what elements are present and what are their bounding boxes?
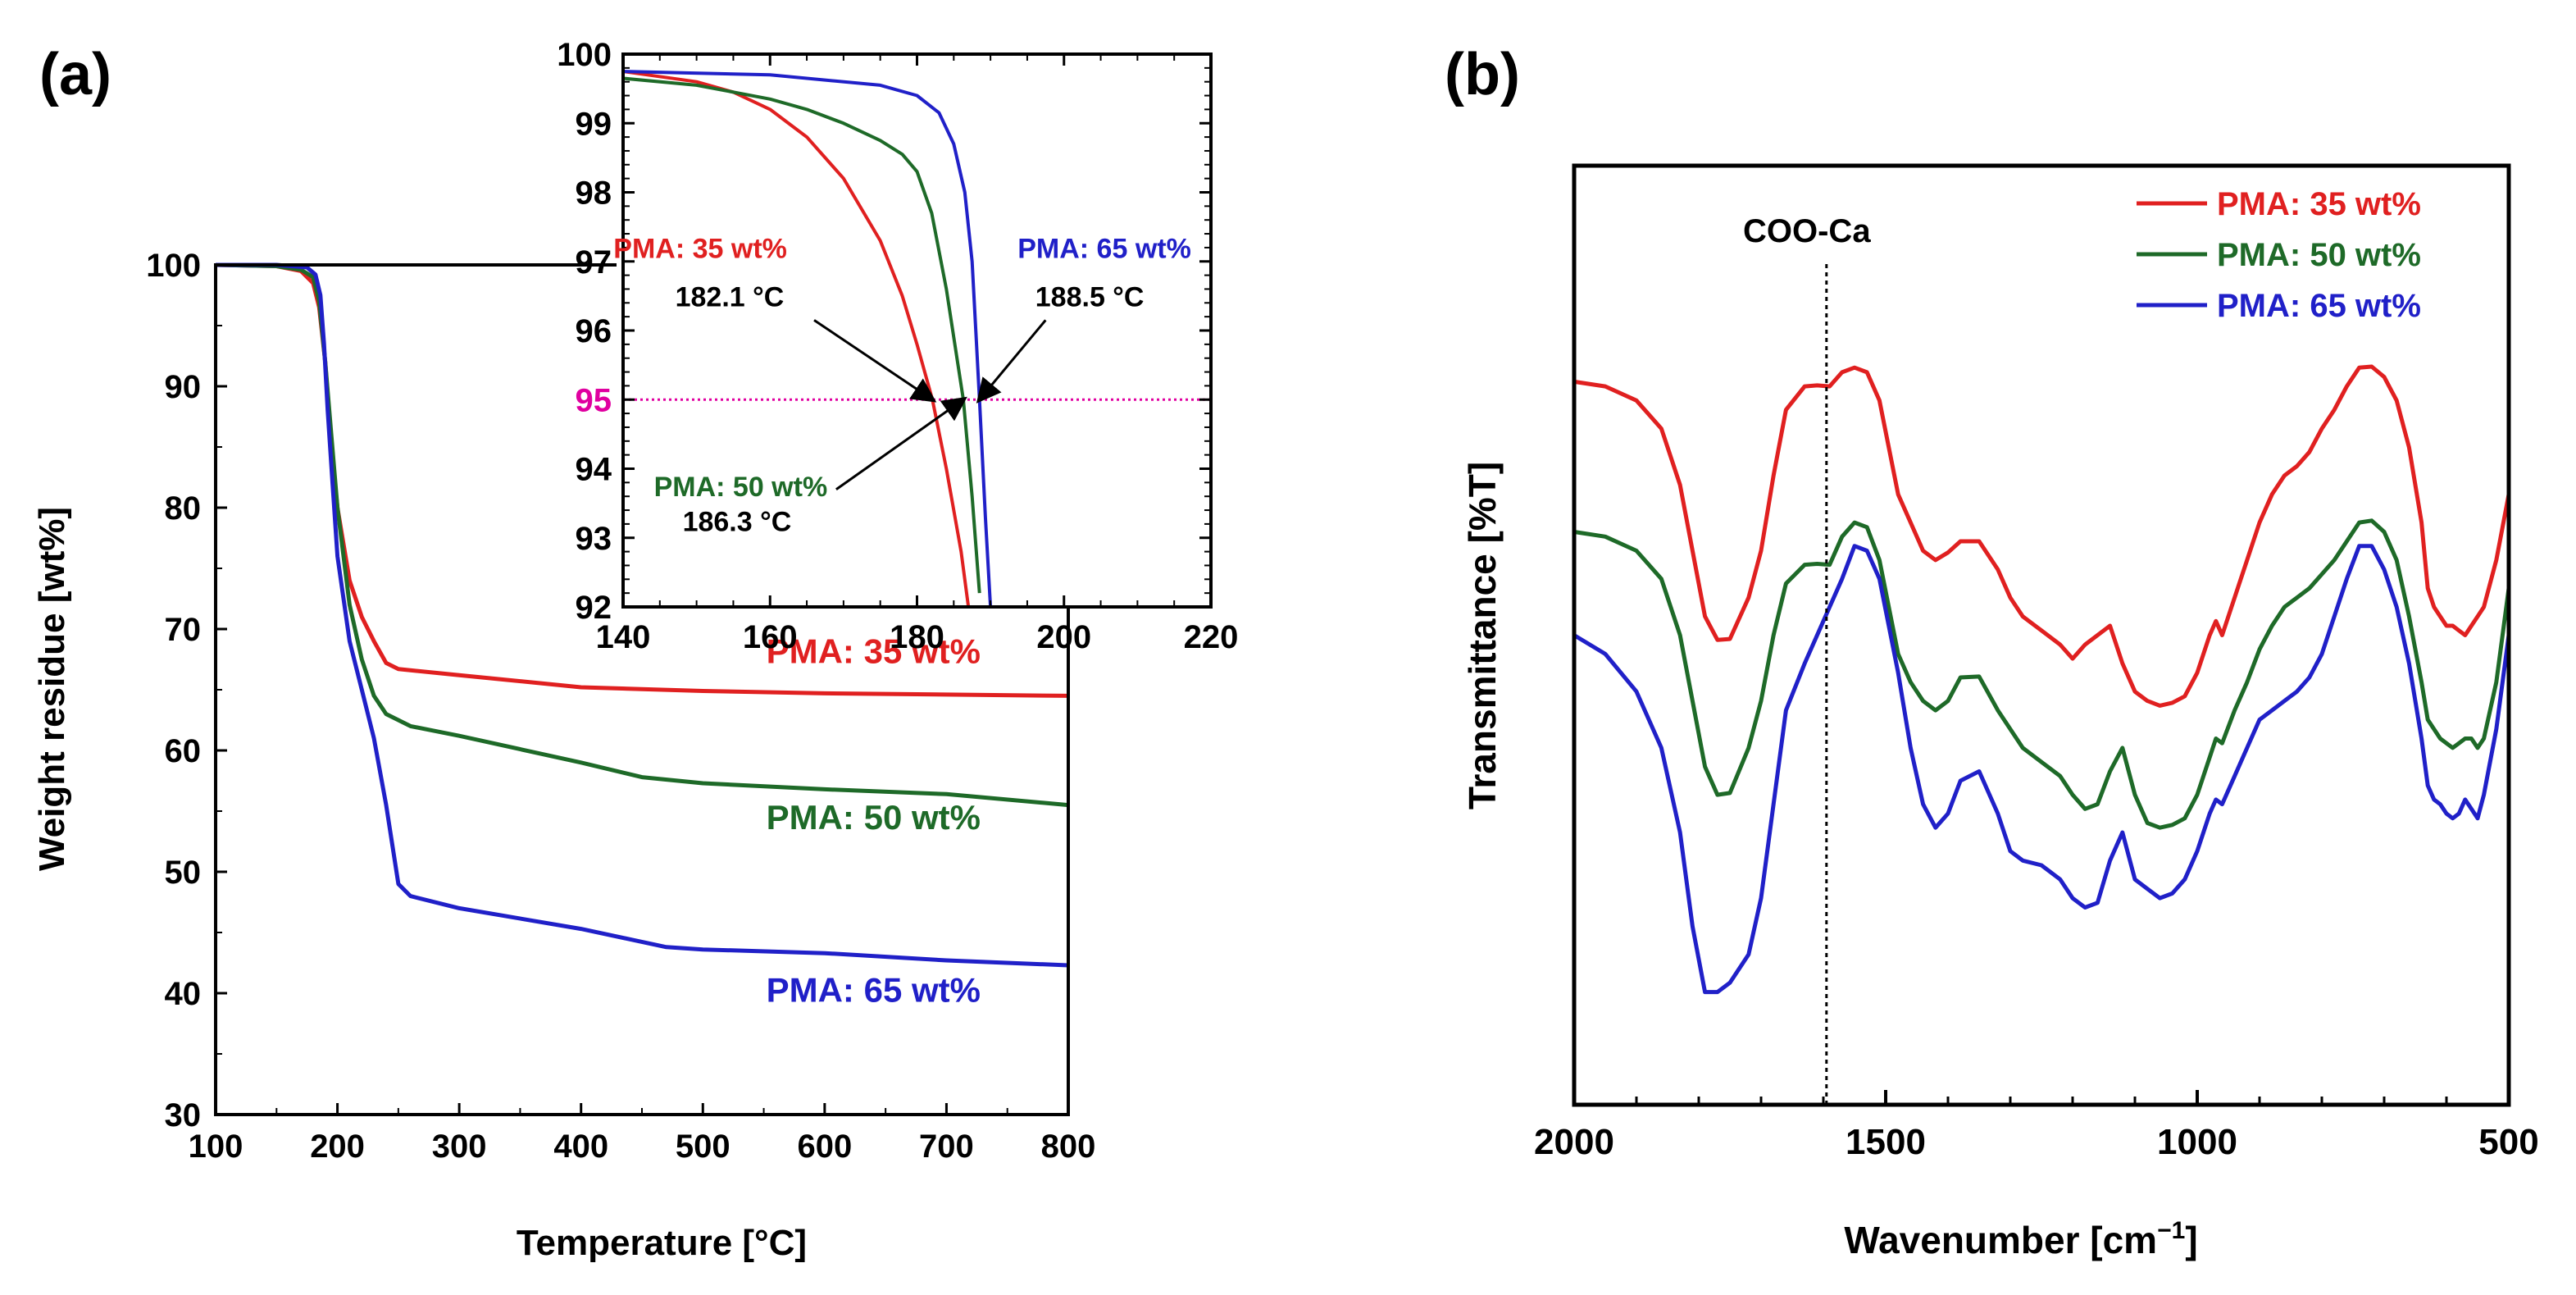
panel-a-x-tick-label-500: 500 — [676, 1129, 730, 1165]
panel-a-x-tick-label-200: 200 — [310, 1129, 365, 1165]
panel-b-reference-label: COO-Ca — [1743, 213, 1871, 249]
panel-a-series — [215, 262, 1069, 968]
inset-y-tick-label-95: 95 — [576, 382, 612, 418]
panel-a-y-tick-label-90: 90 — [165, 369, 202, 405]
inset-y-tick-label-93: 93 — [576, 521, 612, 557]
inset-x-tick-label-220: 220 — [1184, 619, 1239, 655]
inset-axis-ticks: 140 160 180 200 220 92 93 94 95 96 97 98 99 100 — [557, 37, 1238, 655]
inset-annotation-label-pma-35-wt: PMA: 35 wt% — [613, 234, 787, 265]
panel-a-series-label-pma-35-wt: PMA: 35 wt% — [767, 632, 981, 670]
panel-a-x-tick-label-600: 600 — [797, 1129, 852, 1165]
panel-a-tga-chart: (a) PMA: 35 wt% PMA: 50 wt% PMA: 65 wt% 10… — [32, 37, 1238, 1263]
panel-a-series-pma-65-wt — [216, 262, 1069, 968]
panel-b-label: (b) — [1445, 42, 1520, 107]
inset-y-tick-label-100: 100 — [557, 37, 612, 73]
inset-y-tick-label-96: 96 — [576, 313, 612, 349]
panel-a-y-tick-label-100: 100 — [146, 248, 201, 284]
panel-b-x-tick-label-1000: 1000 — [2157, 1122, 2237, 1162]
inset-annotation-value-pma-50-wt: 186.3 °C — [683, 506, 792, 537]
panel-b-y-axis-label: Transmittance [%T] — [1461, 462, 1504, 809]
inset-plot-frame — [621, 52, 1213, 609]
inset-annotation-arrow-pma-50-wt — [835, 396, 967, 491]
inset-annotation-arrow-pma-35-wt — [813, 319, 937, 403]
panel-a-series-label-pma-50-wt: PMA: 50 wt% — [767, 798, 981, 837]
panel-b-series-pma-65-wt — [1572, 544, 2511, 995]
panel-a-label: (a) — [39, 42, 112, 107]
inset-x-tick-label-200: 200 — [1036, 619, 1091, 655]
panel-a-x-tick-label-800: 800 — [1041, 1129, 1096, 1165]
panel-b-x-tick-label-1500: 1500 — [1846, 1122, 1926, 1162]
panel-a-y-tick-label-60: 60 — [165, 733, 202, 769]
panel-a-y-tick-label-80: 80 — [165, 490, 202, 527]
panel-b-ftir-chart: (b) COO-Ca 2000 1500 1000 500 PMA: 35 wt%PM… — [1445, 42, 2539, 1261]
panel-b-legend: PMA: 35 wt% PMA: 50 wt% PMA: 65 wt% — [2137, 186, 2421, 324]
inset-y-tick-label-97: 97 — [576, 244, 612, 280]
inset-x-tick-label-180: 180 — [890, 619, 944, 655]
inset-annotation-label-pma-65-wt: PMA: 65 wt% — [1017, 234, 1191, 265]
panel-b-series-pma-35-wt — [1573, 364, 2511, 708]
panel-a-x-tick-label-300: 300 — [432, 1129, 487, 1165]
panel-b-legend-label-pma-35-wt: PMA: 35 wt% — [2217, 186, 2421, 222]
inset-annotation-arrow-pma-65-wt — [976, 319, 1047, 404]
inset-background — [617, 48, 1211, 607]
panel-b-plot-frame — [1572, 163, 2511, 1107]
panel-b-x-axis-label: Wavenumber [cm−1] — [1844, 1217, 2197, 1261]
panel-a-y-axis-label: Weight residue [wt%] — [32, 507, 72, 871]
panel-a-axis-ticks: 100 200 300 400 500 600 700 800 30 40 50 60 70 80 90 10… — [146, 248, 1095, 1165]
panel-a-y-tick-label-70: 70 — [165, 612, 202, 648]
panel-a-y-tick-label-50: 50 — [165, 855, 202, 891]
inset-annotation-label-pma-50-wt: PMA: 50 wt% — [654, 472, 828, 503]
panel-a-inset-chart: 140 160 180 200 220 92 93 94 95 96 97 98 99 100 PMA: … — [557, 37, 1238, 655]
panel-b-x-tick-label-2000: 2000 — [1534, 1122, 1614, 1162]
panel-a-x-tick-label-100: 100 — [189, 1129, 243, 1165]
panel-b-legend-label-pma-50-wt: PMA: 50 wt% — [2217, 237, 2421, 273]
panel-a-series-label-pma-65-wt: PMA: 65 wt% — [767, 970, 981, 1009]
inset-x-tick-label-160: 160 — [743, 619, 798, 655]
panel-b-x-tick-label-500: 500 — [2478, 1122, 2538, 1162]
inset-y-tick-label-99: 99 — [576, 106, 612, 142]
inset-y-tick-label-92: 92 — [576, 590, 612, 626]
panel-a-x-tick-label-400: 400 — [553, 1129, 608, 1165]
panel-a-x-tick-label-700: 700 — [919, 1129, 974, 1165]
inset-annotation-value-pma-35-wt: 182.1 °C — [676, 282, 785, 313]
inset-x-tick-label-140: 140 — [596, 619, 651, 655]
panel-a-x-axis-label: Temperature [°C] — [517, 1223, 807, 1263]
panel-b-series — [1572, 364, 2511, 995]
inset-y-tick-label-94: 94 — [576, 452, 612, 488]
inset-series-pma-65-wt — [623, 70, 993, 607]
inset-annotations: PMA: 35 wt% 182.1 °C PMA: 65 wt% 188.5 °C PM… — [613, 234, 1191, 538]
panel-a-y-tick-label-40: 40 — [165, 976, 202, 1012]
panel-b-axis-ticks: 2000 1500 1000 500 — [1534, 1090, 2539, 1162]
inset-y-tick-label-98: 98 — [576, 176, 612, 212]
panel-b-coo-ca-reference: COO-Ca — [1743, 213, 1871, 1105]
panel-b-legend-label-pma-65-wt: PMA: 65 wt% — [2217, 288, 2421, 324]
panel-a-series-pma-50-wt — [215, 262, 1069, 808]
panel-a-y-tick-label-30: 30 — [165, 1097, 202, 1133]
panel-a-series-labels: PMA: 35 wt% PMA: 50 wt% PMA: 65 wt% — [767, 632, 981, 1009]
panel-b-series-pma-50-wt — [1573, 518, 2511, 830]
inset-annotation-value-pma-65-wt: 188.5 °C — [1035, 282, 1145, 313]
